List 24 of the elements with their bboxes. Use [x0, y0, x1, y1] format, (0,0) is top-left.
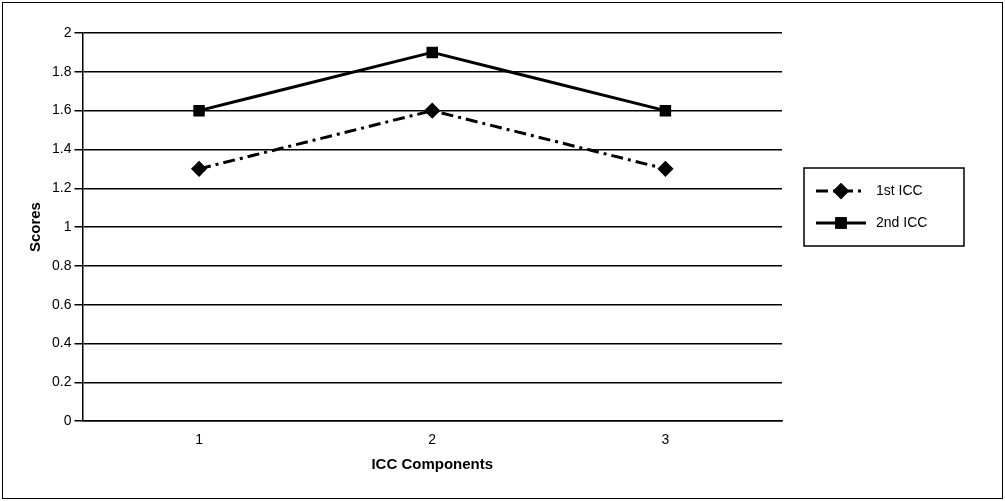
point — [191, 161, 207, 177]
y-tick-label: 0.6 — [51, 295, 72, 312]
y-tick-label: 1.2 — [51, 179, 72, 196]
legend-label: 1st ICC — [876, 181, 923, 198]
point — [657, 161, 673, 177]
y-tick-label: 2 — [63, 23, 72, 40]
x-tick-label: 1 — [195, 431, 204, 448]
x-tick-label: 3 — [661, 431, 670, 448]
y-tick-label: 0.4 — [51, 334, 72, 351]
y-tick-label: 1 — [63, 217, 72, 234]
point — [426, 46, 438, 59]
y-tick-label: 1.8 — [51, 62, 72, 79]
point — [424, 103, 440, 119]
y-tick-label: 0 — [63, 412, 72, 429]
point — [659, 104, 672, 117]
y-tick-label: 0.8 — [51, 256, 72, 273]
point — [193, 104, 205, 117]
y-axis-title: Scores — [26, 202, 44, 253]
x-axis-title: ICC Components — [371, 455, 494, 473]
y-tick-label: 0.2 — [51, 373, 72, 390]
legend-label: 2nd ICC — [876, 213, 928, 230]
x-tick-label: 2 — [428, 431, 437, 448]
y-tick-label: 1.4 — [51, 140, 72, 157]
y-tick-label: 1.6 — [51, 101, 72, 118]
